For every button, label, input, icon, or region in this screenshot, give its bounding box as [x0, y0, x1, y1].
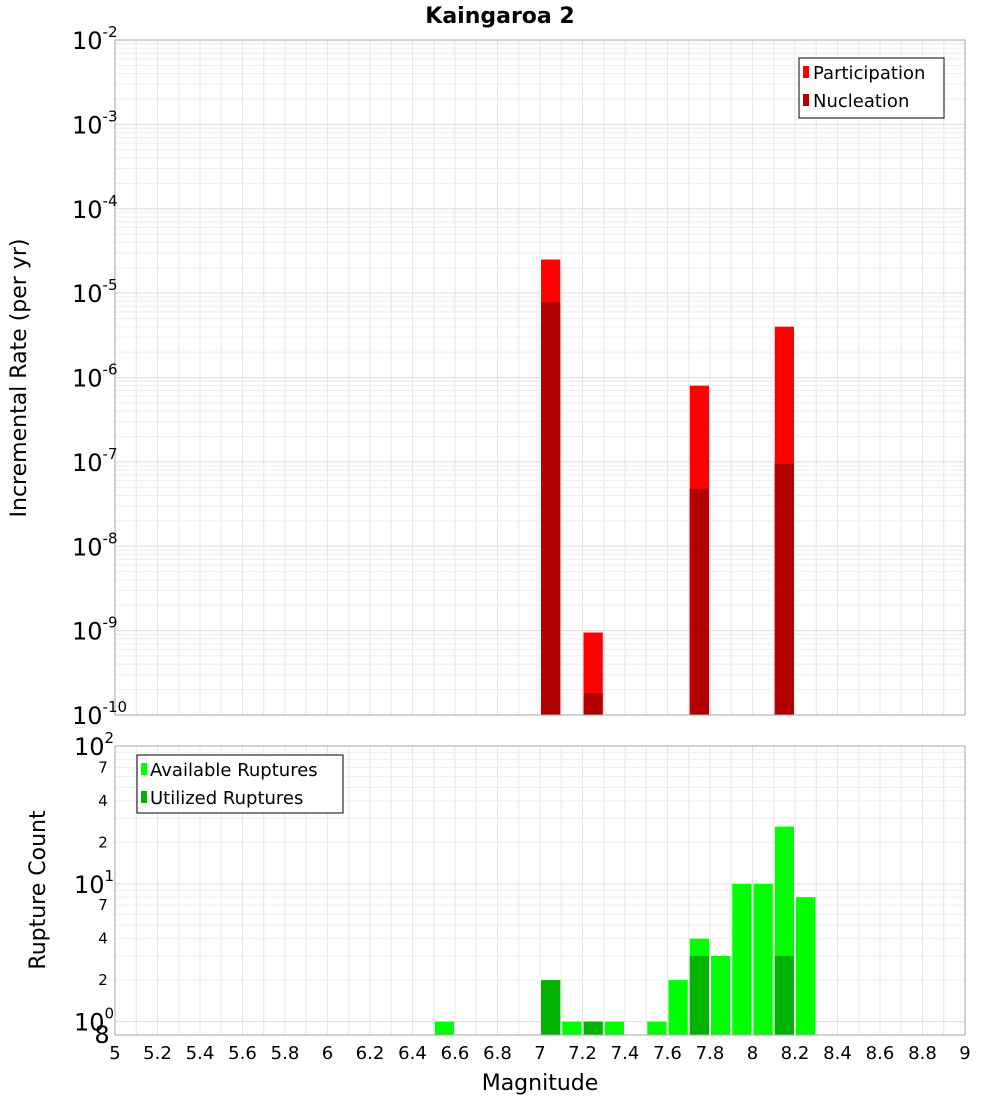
participation-legend-swatch — [803, 66, 809, 78]
rate-plot-legend: Participation Nucleation — [798, 57, 945, 119]
count-plot-y-ticks: 100 101 102 2 4 7 2 4 7 8 — [74, 729, 114, 1049]
count-plot-legend: Available Ruptures Utilized Ruptures — [136, 754, 344, 814]
nucleation-legend-swatch — [803, 94, 809, 106]
available-ruptures-bar — [753, 883, 773, 1035]
x-tick-label: 6.8 — [483, 1043, 512, 1064]
rate-legend-box — [798, 57, 945, 119]
utilized-ruptures-bar — [689, 955, 709, 1035]
rate-plot-y-ticks: 10-2 10-3 10-4 10-5 10-6 10-7 10-8 10-9 10-10 — [72, 23, 127, 730]
available-ruptures-bar — [668, 980, 688, 1035]
available-ruptures-bar — [647, 1021, 667, 1035]
count-legend-box — [136, 754, 344, 814]
available-ruptures-bar — [604, 1021, 624, 1035]
x-tick-label: 6.6 — [441, 1043, 470, 1064]
x-tick-label: 9 — [959, 1043, 970, 1064]
utilized-legend-label: Utilized Ruptures — [150, 788, 303, 809]
rate-plot-grid — [114, 40, 966, 715]
x-tick-label: 5.2 — [143, 1043, 172, 1064]
x-tick-label: 8.2 — [781, 1043, 810, 1064]
x-tick-label: 5.8 — [271, 1043, 300, 1064]
count-plot-frame — [114, 745, 966, 1036]
count-y-minor-tick-label: 7 — [98, 758, 108, 776]
rate-y-tick-label: 10-4 — [72, 192, 118, 224]
nucleation-bar — [541, 302, 561, 715]
available-ruptures-bar — [434, 1021, 454, 1035]
available-ruptures-bar — [562, 1021, 582, 1035]
count-y-minor-tick-label: 7 — [98, 896, 108, 914]
x-tick-label: 8.8 — [908, 1043, 937, 1064]
rate-y-tick-label: 10-3 — [72, 107, 118, 139]
rate-y-axis-label: Incremental Rate (per yr) — [7, 239, 32, 518]
nucleation-legend-label: Nucleation — [813, 91, 909, 112]
count-y-tick-label: 101 — [74, 867, 114, 899]
nucleation-bar — [774, 463, 794, 715]
count-y-axis-label: Rupture Count — [26, 810, 51, 970]
utilized-ruptures-bar — [774, 955, 794, 1035]
x-tick-label: 8.4 — [823, 1043, 852, 1064]
count-y-minor-tick-label: 2 — [98, 971, 108, 989]
x-tick-label: 6.2 — [356, 1043, 385, 1064]
available-ruptures-bar — [796, 897, 816, 1035]
rate-y-tick-label: 10-8 — [72, 529, 118, 561]
rate-y-tick-label: 10-9 — [72, 614, 118, 646]
x-tick-label: 6 — [322, 1043, 333, 1064]
count-plot-bars — [434, 826, 816, 1035]
x-tick-label: 7.2 — [568, 1043, 597, 1064]
x-tick-label: 7 — [534, 1043, 545, 1064]
utilized-legend-swatch — [141, 791, 147, 803]
utilized-ruptures-bar — [541, 980, 561, 1035]
rate-y-tick-label: 10-2 — [72, 23, 118, 55]
rate-y-tick-label: 10-5 — [72, 276, 118, 308]
rate-plot-bars — [541, 259, 794, 715]
x-axis-ticks: 5 5.2 5.4 5.6 5.8 6 6.2 6.4 6.6 6.8 7 7.2 7.4 7.6 7.8 8… — [109, 1043, 970, 1064]
rate-y-tick-label: 10-10 — [72, 698, 127, 730]
nucleation-bar — [689, 488, 709, 715]
count-y-minor-tick-label: 4 — [98, 792, 108, 810]
count-y-bottom-label: 8 — [94, 1021, 109, 1049]
utilized-ruptures-bar — [583, 1021, 603, 1035]
available-ruptures-bar — [732, 883, 752, 1035]
x-tick-label: 8.6 — [866, 1043, 895, 1064]
x-axis-label: Magnitude — [482, 1071, 599, 1096]
nucleation-bar — [583, 693, 603, 715]
rate-plot-frame — [114, 39, 966, 716]
rate-y-tick-label: 10-6 — [72, 361, 118, 393]
x-tick-label: 7.4 — [611, 1043, 640, 1064]
x-tick-label: 7.8 — [696, 1043, 725, 1064]
available-ruptures-bar — [711, 955, 731, 1035]
count-y-tick-label: 100 — [74, 1005, 114, 1037]
available-legend-label: Available Ruptures — [150, 760, 318, 781]
x-tick-label: 7.6 — [653, 1043, 682, 1064]
chart-title: Kaingaroa 2 — [425, 4, 574, 29]
x-tick-label: 5.4 — [186, 1043, 215, 1064]
available-legend-swatch — [141, 763, 147, 775]
x-tick-label: 6.4 — [398, 1043, 427, 1064]
participation-legend-label: Participation — [813, 63, 925, 84]
x-tick-label: 5.6 — [228, 1043, 257, 1064]
rate-y-tick-label: 10-7 — [72, 445, 118, 477]
count-y-minor-tick-label: 4 — [98, 930, 108, 948]
x-tick-label: 8 — [747, 1043, 758, 1064]
count-y-minor-tick-label: 2 — [98, 833, 108, 851]
count-y-tick-label: 102 — [74, 729, 114, 761]
x-tick-label: 5 — [109, 1043, 120, 1064]
